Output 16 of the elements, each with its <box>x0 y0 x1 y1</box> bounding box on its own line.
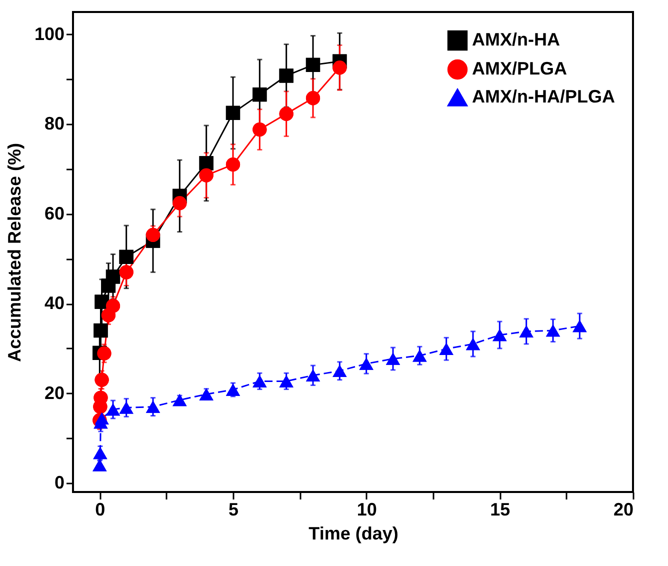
legend-label: AMX/PLGA <box>472 58 568 78</box>
y-tick-label: 100 <box>34 24 64 44</box>
y-tick-label: 40 <box>44 293 64 314</box>
x-tick-label: 20 <box>613 500 634 520</box>
x-tick-label: 10 <box>356 500 377 520</box>
x-tick-label: 0 <box>95 500 106 520</box>
y-axis-title: Accumulated Release (%) <box>4 142 24 362</box>
x-tick-label: 15 <box>490 500 510 520</box>
legend-label: AMX/n-HA <box>472 30 560 50</box>
legend-label: AMX/n-HA/PLGA <box>472 86 615 106</box>
y-tick-label: 20 <box>44 382 64 403</box>
y-tick-label: 0 <box>54 472 64 493</box>
x-tick-label: 5 <box>228 500 239 520</box>
y-tick-label: 60 <box>44 203 64 224</box>
y-tick-label: 80 <box>44 114 64 134</box>
x-axis-title: Time (day) <box>308 524 398 544</box>
